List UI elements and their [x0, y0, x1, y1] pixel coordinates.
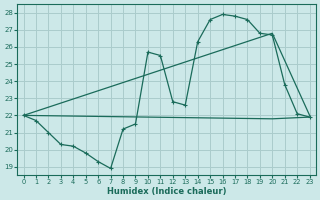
X-axis label: Humidex (Indice chaleur): Humidex (Indice chaleur) [107, 187, 226, 196]
